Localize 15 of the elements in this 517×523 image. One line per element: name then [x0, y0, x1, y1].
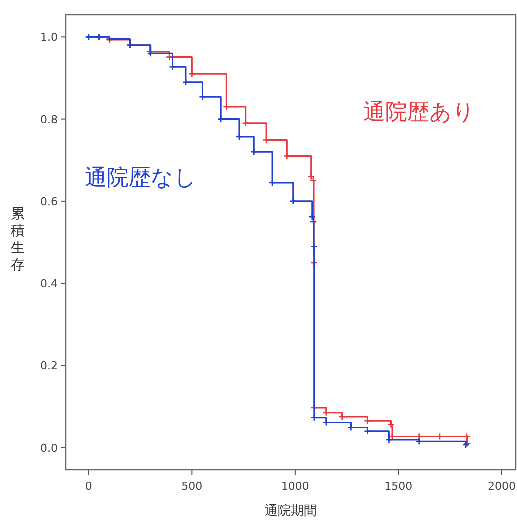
x-tick-label: 1500 — [384, 480, 413, 493]
y-tick-label: 0.0 — [40, 442, 58, 455]
x-tick-label: 2000 — [488, 480, 516, 493]
x-tick-label: 500 — [182, 480, 203, 493]
y-tick-label: 0.8 — [40, 113, 58, 126]
y-tick-label: 0.2 — [40, 360, 58, 373]
x-axis-title: 通院期間 — [265, 504, 317, 519]
x-tick-label: 1000 — [281, 480, 310, 493]
y-axis-title: 累積生存 — [11, 206, 25, 274]
y-tick-label: 1.0 — [40, 31, 58, 44]
text: 通院歴なし — [85, 166, 197, 192]
y-tick-label: 0.6 — [40, 195, 58, 208]
x-tick-label: 0 — [85, 480, 92, 493]
y-tick-label: 0.4 — [40, 278, 58, 291]
text: 通院歴あり — [364, 100, 476, 126]
